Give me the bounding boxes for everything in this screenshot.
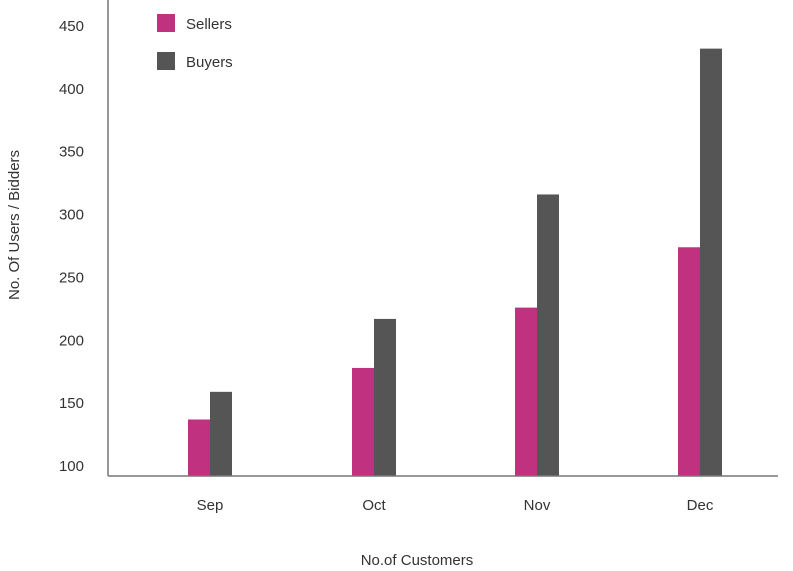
x-axis-title: No.of Customers <box>361 552 474 569</box>
x-tick-label: Sep <box>197 497 224 514</box>
x-axis-ticks: Sep Oct Nov Dec <box>197 497 714 514</box>
y-tick-label: 200 <box>59 332 84 349</box>
x-tick-label: Dec <box>687 497 714 514</box>
y-tick-label: 350 <box>59 144 84 161</box>
legend-label-sellers: Sellers <box>186 16 232 33</box>
y-axis-ticks: 100 150 200 250 300 350 400 450 <box>59 18 84 475</box>
bar-buyers-nov <box>537 194 559 476</box>
y-tick-label: 100 <box>59 458 84 475</box>
bar-buyers-sep <box>210 391 232 476</box>
y-axis-title: No. Of Users / Bidders <box>6 150 23 300</box>
x-tick-label: Nov <box>524 497 551 514</box>
y-tick-label: 150 <box>59 395 84 412</box>
bar-sellers-sep <box>188 419 210 476</box>
bar-sellers-dec <box>678 247 700 476</box>
bar-sellers-nov <box>515 307 537 476</box>
y-tick-label: 400 <box>59 81 84 98</box>
bar-sellers-oct <box>352 367 374 476</box>
legend-swatch-sellers <box>157 14 175 32</box>
y-tick-label: 300 <box>59 207 84 224</box>
bar-buyers-oct <box>374 318 396 476</box>
x-tick-label: Oct <box>362 497 386 514</box>
y-tick-label: 450 <box>59 18 84 35</box>
legend-swatch-buyers <box>157 52 175 70</box>
y-tick-label: 250 <box>59 269 84 286</box>
bars-layer <box>188 48 722 476</box>
bar-buyers-dec <box>700 48 722 476</box>
legend-label-buyers: Buyers <box>186 54 233 71</box>
legend: Sellers Buyers <box>157 14 233 71</box>
